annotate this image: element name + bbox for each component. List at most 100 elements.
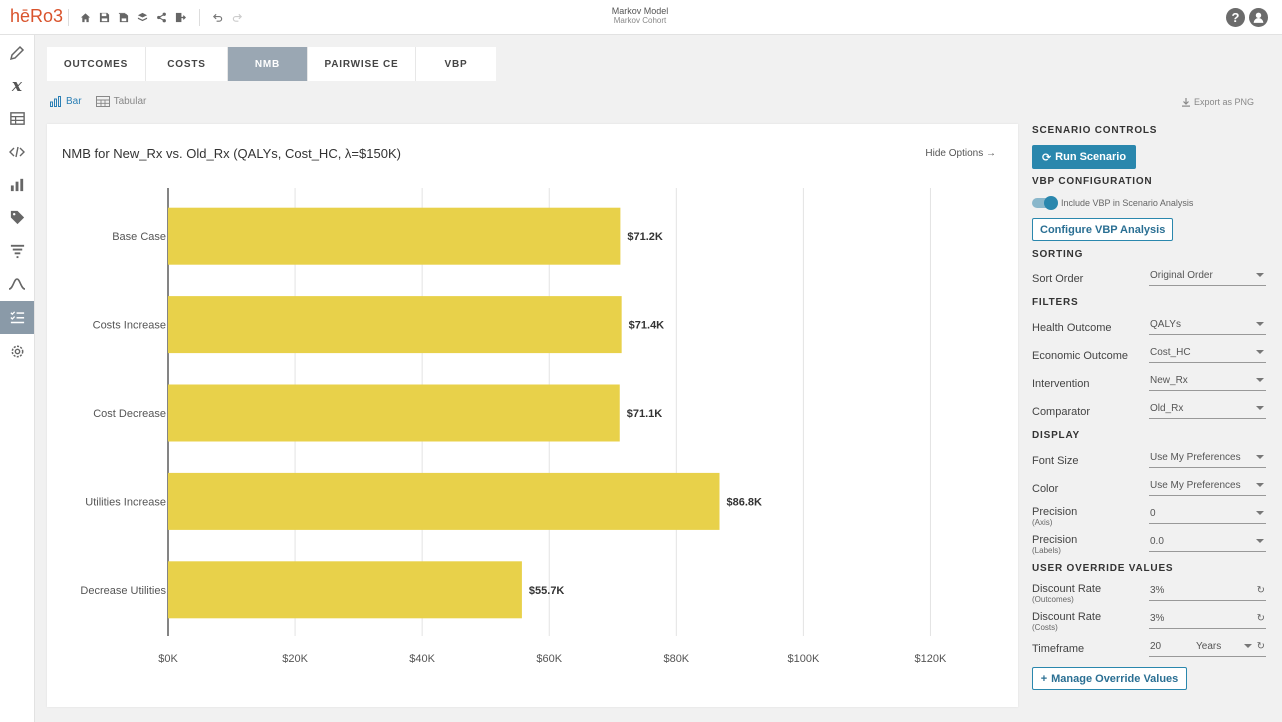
redo-icon[interactable] xyxy=(230,10,244,24)
reset-icon[interactable]: ↻ xyxy=(1256,613,1265,624)
discount-costs-value: 3% xyxy=(1150,613,1165,624)
home-icon[interactable] xyxy=(78,10,92,24)
bar xyxy=(168,472,720,530)
bar xyxy=(168,207,621,265)
run-scenario-button[interactable]: ⟳ Run Scenario xyxy=(1032,145,1136,169)
sort-order-select[interactable]: Original Order xyxy=(1149,270,1266,286)
share-icon[interactable] xyxy=(154,10,168,24)
sort-order-value: Original Order xyxy=(1150,270,1213,281)
comparator-value: Old_Rx xyxy=(1150,403,1184,414)
precision-labels-select[interactable]: 0.0 xyxy=(1149,536,1266,552)
bar xyxy=(168,384,620,442)
plus-icon: + xyxy=(1040,672,1048,685)
comparator-select[interactable]: Old_Rx xyxy=(1149,403,1266,419)
nmb-bar-chart: $0K $20K $40K $60K $80K $100K $120K Base Case $7… xyxy=(80,188,947,665)
arrow-right-icon: → xyxy=(986,148,996,159)
pencil-icon xyxy=(9,45,25,60)
data-label: $55.7K xyxy=(529,585,565,597)
precision-axis-label: Precision (Axis) xyxy=(1032,507,1077,528)
nav-distributions[interactable] xyxy=(0,267,34,300)
discount-outcomes-input[interactable]: 3% ↻ xyxy=(1149,585,1266,601)
save-as-icon[interactable] xyxy=(116,10,130,24)
export-png-button[interactable]: Export as PNG xyxy=(1182,97,1254,107)
save-icon[interactable] xyxy=(97,10,111,24)
font-size-select[interactable]: Use My Preferences xyxy=(1149,452,1266,468)
configure-vbp-button[interactable]: Configure VBP Analysis xyxy=(1032,218,1174,241)
export-label: Export as PNG xyxy=(1194,97,1255,107)
font-size-value: Use My Preferences xyxy=(1150,452,1241,463)
filter-icon xyxy=(10,244,24,259)
help-icon[interactable]: ? xyxy=(1226,8,1245,27)
timeframe-unit: Years xyxy=(1196,641,1222,652)
section-user-override: USER OVERRIDE VALUES xyxy=(1032,563,1174,574)
discount-outcomes-title: Discount Rate xyxy=(1032,583,1102,595)
discount-costs-input[interactable]: 3% ↻ xyxy=(1149,613,1266,629)
section-filters: FILTERS xyxy=(1032,297,1079,308)
nav-scenarios[interactable] xyxy=(0,301,34,334)
discount-outcomes-label: Discount Rate (Outcomes) xyxy=(1032,583,1102,605)
tab-costs[interactable]: COSTS xyxy=(146,47,228,81)
y-tick-label: Costs Increase xyxy=(93,320,166,332)
tab-outcomes[interactable]: OUTCOMES xyxy=(47,47,146,81)
bar-chart-icon xyxy=(50,96,61,107)
view-tabular-button[interactable]: Tabular xyxy=(95,96,146,107)
tab-pairwise-ce[interactable]: PAIRWISE CE xyxy=(308,47,416,81)
top-right-controls: ? xyxy=(1226,8,1268,27)
precision-axis-select[interactable]: 0 xyxy=(1149,508,1266,524)
refresh-icon: ⟳ xyxy=(1041,151,1052,164)
reset-icon[interactable]: ↻ xyxy=(1256,641,1265,652)
x-tick-label: $0K xyxy=(158,653,178,665)
data-label: $71.1K xyxy=(627,408,663,420)
nav-filter[interactable] xyxy=(0,234,34,267)
chevron-down-icon xyxy=(1256,350,1264,354)
tag-icon xyxy=(10,210,24,225)
code-icon xyxy=(9,146,25,157)
precision-labels-sub: (Labels) xyxy=(1032,546,1061,555)
precision-axis-sub: (Axis) xyxy=(1032,518,1053,527)
gear-icon xyxy=(11,345,23,358)
intervention-value: New_Rx xyxy=(1150,375,1188,386)
data-label: $71.2K xyxy=(627,231,663,243)
reset-icon[interactable]: ↻ xyxy=(1256,585,1265,596)
sort-order-label: Sort Order xyxy=(1032,273,1084,285)
divider xyxy=(199,9,200,26)
hide-options-button[interactable]: Hide Options → xyxy=(925,148,996,159)
undo-icon[interactable] xyxy=(210,10,224,24)
manage-override-button[interactable]: + Manage Override Values xyxy=(1032,667,1187,690)
checklist-icon xyxy=(9,311,24,324)
nav-variables[interactable]: 𝒙 xyxy=(0,69,34,102)
color-label: Color xyxy=(1032,483,1059,495)
x-tick-label: $80K xyxy=(663,653,689,665)
economic-outcome-select[interactable]: Cost_HC xyxy=(1149,347,1266,363)
top-bar: hēRo3 Markov Model Markov Cohort xyxy=(0,0,1282,35)
discount-costs-title: Discount Rate xyxy=(1032,611,1102,623)
x-tick-label: $60K xyxy=(536,653,562,665)
include-vbp-toggle[interactable] xyxy=(1032,196,1058,210)
left-nav: 𝒙 xyxy=(0,35,35,722)
precision-labels-label: Precision (Labels) xyxy=(1032,535,1077,556)
health-outcome-select[interactable]: QALYs xyxy=(1149,319,1266,335)
tab-vbp[interactable]: VBP xyxy=(444,58,468,70)
layers-icon[interactable] xyxy=(135,10,149,24)
run-scenario-label: Run Scenario xyxy=(1055,151,1127,163)
nav-tables[interactable] xyxy=(0,102,34,135)
section-scenario-controls: SCENARIO CONTROLS xyxy=(1032,125,1158,136)
timeframe-input[interactable]: 20 Years ↻ xyxy=(1149,641,1266,657)
chart-card: $0K $20K $40K $60K $80K $100K $120K Base Case $7… xyxy=(47,124,1018,707)
intervention-select[interactable]: New_Rx xyxy=(1149,375,1266,391)
health-outcome-value: QALYs xyxy=(1150,319,1181,330)
app-logo[interactable]: hēRo3 xyxy=(10,6,64,26)
view-toggle: Bar Tabular xyxy=(50,96,146,107)
nav-edit[interactable] xyxy=(0,36,34,69)
color-select[interactable]: Use My Preferences xyxy=(1149,480,1266,496)
nav-results[interactable] xyxy=(0,168,34,201)
export-icon[interactable] xyxy=(173,10,187,24)
curve-icon xyxy=(8,277,26,290)
history-controls xyxy=(210,10,244,24)
nav-tags[interactable] xyxy=(0,201,34,234)
nav-settings[interactable] xyxy=(0,335,34,368)
view-bar-button[interactable]: Bar xyxy=(50,96,82,107)
user-icon[interactable] xyxy=(1249,8,1268,27)
tab-nmb[interactable]: NMB xyxy=(228,47,308,81)
nav-code[interactable] xyxy=(0,135,34,168)
